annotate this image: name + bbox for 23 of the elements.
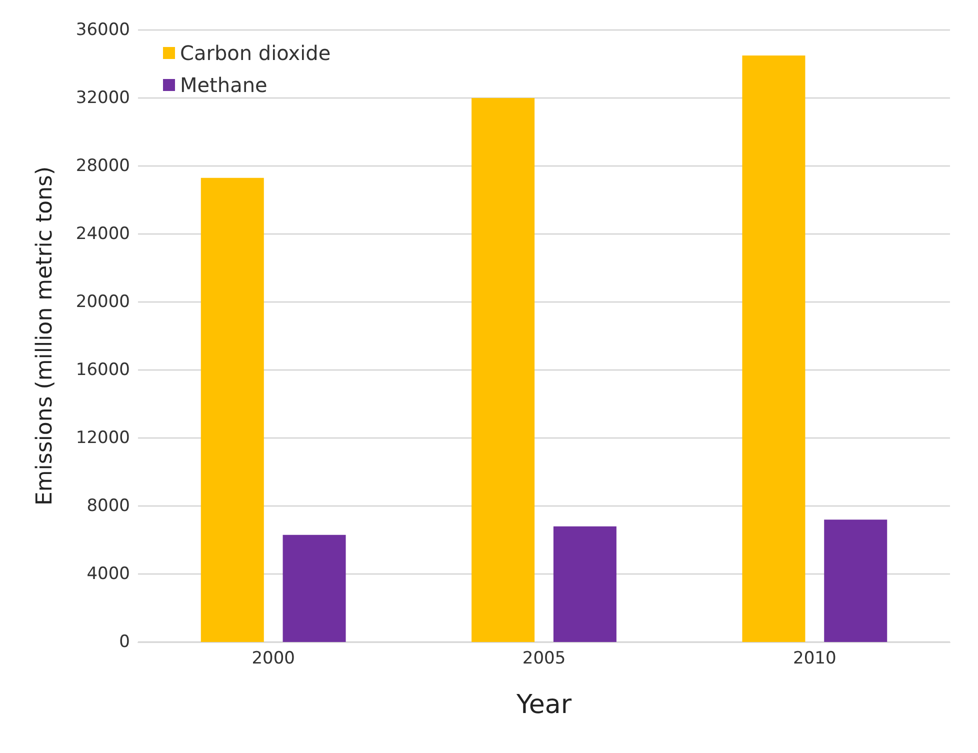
x-axis-title: Year (515, 690, 572, 720)
y-axis-title: Emissions (million metric tons) (32, 166, 58, 506)
y-tick-label: 12000 (76, 428, 130, 448)
x-tick-label: 2010 (793, 648, 836, 668)
y-tick-label: 28000 (76, 156, 130, 176)
y-tick-label: 4000 (86, 564, 130, 584)
x-tick-label: 2005 (522, 648, 566, 668)
y-tick-label: 0 (119, 632, 130, 652)
y-tick-label: 8000 (86, 496, 130, 516)
bar (472, 98, 535, 642)
legend-label: Methane (180, 73, 268, 97)
bar (553, 526, 616, 642)
y-tick-label: 16000 (76, 360, 130, 380)
y-tick-label: 32000 (76, 88, 130, 108)
legend-label: Carbon dioxide (180, 41, 331, 65)
bar (200, 178, 264, 642)
bar (282, 534, 346, 642)
x-tick-label: 2000 (252, 648, 295, 668)
bar (824, 520, 888, 642)
y-tick-label: 24000 (76, 224, 130, 244)
y-tick-label: 36000 (76, 20, 130, 40)
bar (742, 56, 806, 642)
y-tick-label: 20000 (76, 292, 130, 312)
